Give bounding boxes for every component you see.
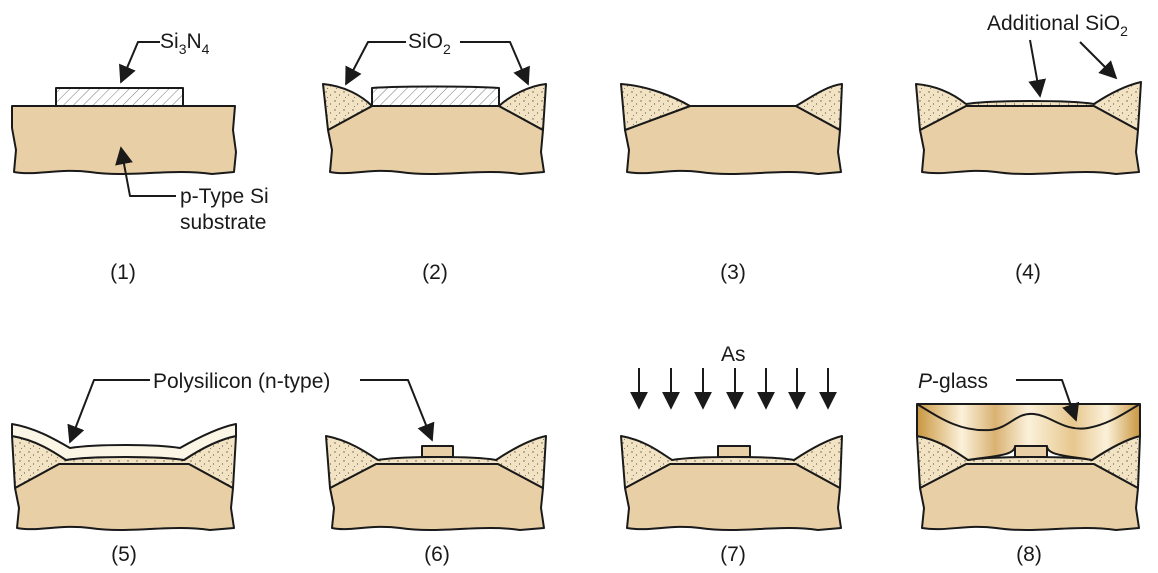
sio2-leader-right xyxy=(460,41,530,86)
si3n4-sub1: 3 xyxy=(179,41,187,57)
polysilicon-gate xyxy=(1014,445,1048,458)
substrate-label-line2: substrate xyxy=(180,211,266,234)
substrate xyxy=(624,463,842,531)
substrate xyxy=(919,105,1140,175)
substrate xyxy=(624,105,842,175)
panel-1 xyxy=(11,41,237,197)
p-glass-surface xyxy=(916,403,1141,432)
panel-6 xyxy=(325,379,547,531)
as-label: As xyxy=(721,343,746,366)
panel-3 xyxy=(620,83,843,175)
caption-4: (4) xyxy=(1015,261,1041,284)
p-glass-label: P-glass xyxy=(918,370,988,393)
sio2-label: SiO2 xyxy=(408,30,451,57)
field-oxide-right xyxy=(498,83,547,131)
caption-3: (3) xyxy=(720,261,746,284)
field-oxide xyxy=(620,435,843,489)
caption-7: (7) xyxy=(720,543,746,566)
nitride-mask-bowed xyxy=(371,85,500,107)
si3n4-label: Si3N4 xyxy=(160,30,210,57)
panel-4 xyxy=(915,39,1142,175)
caption-2: (2) xyxy=(422,261,448,284)
polysilicon-label: Polysilicon (n-type) xyxy=(153,370,330,393)
sio2-base: SiO xyxy=(408,30,443,53)
panel-7 xyxy=(620,368,843,531)
additional-sio2-leader-right xyxy=(1079,41,1118,80)
sio2-leader-left xyxy=(345,41,406,86)
substrate-leader xyxy=(115,146,176,197)
polysilicon-gate xyxy=(717,445,751,458)
substrate xyxy=(329,463,545,531)
p-glass-italic: P xyxy=(918,370,932,393)
polysilicon-gate xyxy=(421,445,454,458)
additional-oxide xyxy=(915,81,1142,131)
substrate xyxy=(919,463,1140,531)
caption-5: (5) xyxy=(111,543,137,566)
panel-5 xyxy=(11,379,237,531)
caption-6: (6) xyxy=(424,543,450,566)
si3n4-sub2: 4 xyxy=(202,41,210,57)
polysilicon-leader-right xyxy=(360,379,435,442)
si3n4-base1: Si xyxy=(160,30,179,53)
nitride-mask xyxy=(55,87,184,107)
p-glass-layer xyxy=(916,403,1141,461)
additional-sio2-base: Additional SiO xyxy=(987,12,1120,35)
field-oxide-left xyxy=(620,83,691,131)
field-oxide xyxy=(325,435,547,489)
panel-8 xyxy=(916,379,1141,531)
si3n4-base2: N xyxy=(186,30,201,53)
additional-sio2-label: Additional SiO2 xyxy=(987,12,1128,39)
p-glass-rest: -glass xyxy=(932,370,988,393)
caption-8: (8) xyxy=(1016,543,1042,566)
substrate-label-line1: p-Type Si xyxy=(180,185,269,208)
substrate xyxy=(11,105,237,175)
substrate xyxy=(14,463,235,531)
substrate xyxy=(327,105,545,175)
sio2-sub: 2 xyxy=(443,41,451,57)
arsenic-implant-arrows xyxy=(630,368,837,410)
field-oxide-right xyxy=(795,83,843,131)
additional-sio2-leader-left xyxy=(1028,39,1047,98)
si3n4-leader xyxy=(119,41,160,84)
polysilicon-leader-left xyxy=(67,379,150,444)
additional-sio2-sub: 2 xyxy=(1120,23,1128,39)
p-glass-leader xyxy=(1016,379,1080,422)
polysilicon-layer xyxy=(11,423,237,461)
caption-1: (1) xyxy=(110,261,136,284)
panel-2 xyxy=(322,41,547,175)
